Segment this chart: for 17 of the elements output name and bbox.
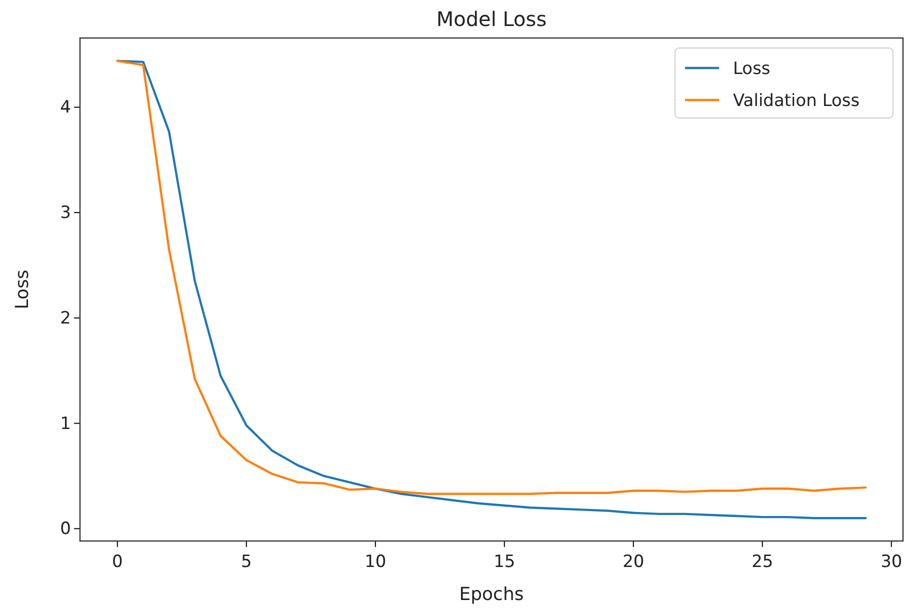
x-tick-label: 25 xyxy=(752,552,774,572)
x-tick-label: 15 xyxy=(494,552,516,572)
y-tick-label: 3 xyxy=(60,203,71,224)
y-tick-label: 2 xyxy=(60,308,71,328)
x-axis-title: Epochs xyxy=(459,584,524,605)
y-tick-label: 4 xyxy=(60,98,71,118)
x-tick-label: 30 xyxy=(880,552,902,572)
x-tick-label: 20 xyxy=(622,552,644,572)
y-tick-label: 0 xyxy=(60,519,71,540)
x-tick-label: 0 xyxy=(112,552,123,572)
x-tick-label: 5 xyxy=(240,552,252,572)
chart-title: Model Loss xyxy=(436,7,547,31)
legend-label: Validation Loss xyxy=(733,91,860,111)
y-tick-label: 1 xyxy=(60,414,71,434)
y-axis-title: Loss xyxy=(12,270,33,310)
x-tick-label: 10 xyxy=(364,552,386,572)
legend-label: Loss xyxy=(733,59,770,79)
